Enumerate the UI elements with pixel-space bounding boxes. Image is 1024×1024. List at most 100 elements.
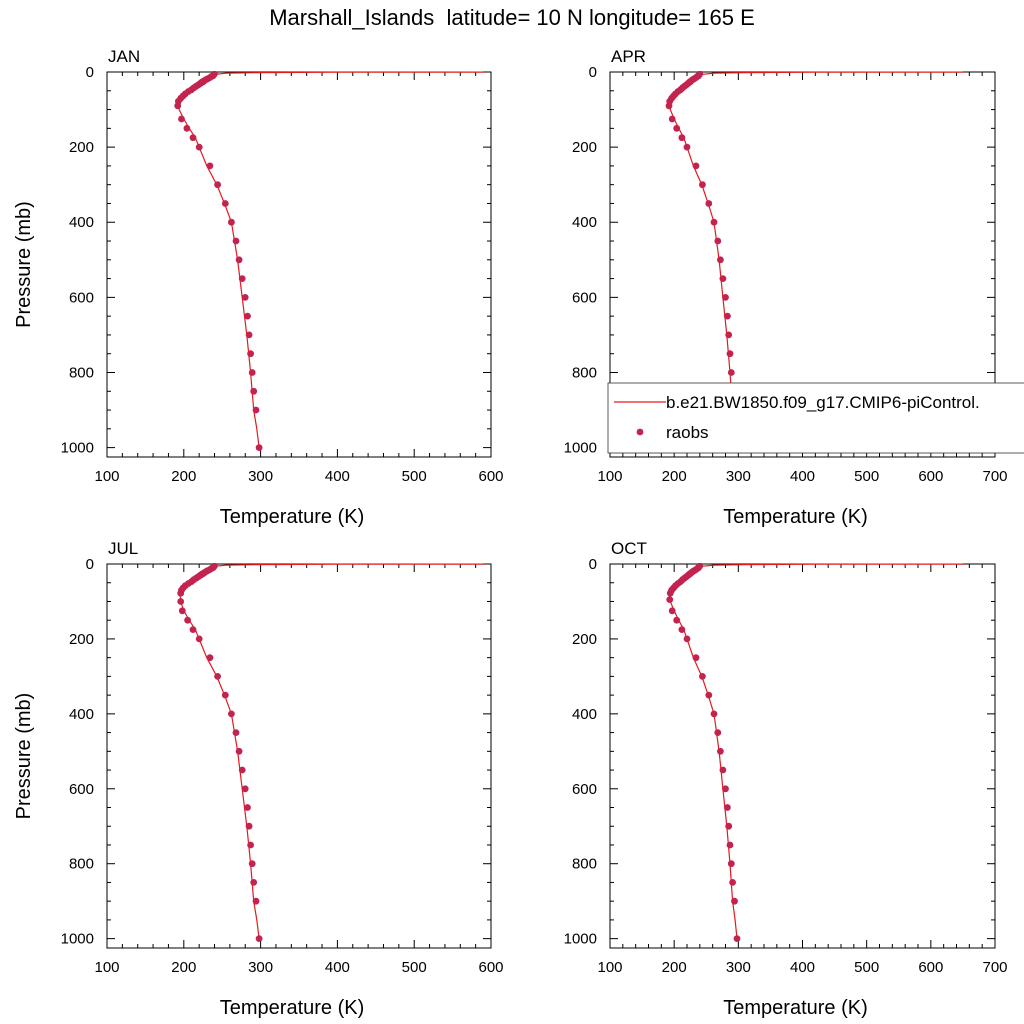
raobs-point	[232, 729, 240, 736]
x-tick-label: 600	[918, 959, 943, 976]
y-tick-label: 200	[69, 139, 94, 156]
raobs-point	[247, 350, 255, 358]
raobs-point	[692, 162, 700, 170]
raobs-point	[174, 102, 182, 110]
raobs-point	[221, 200, 229, 207]
y-tick-label: 0	[86, 64, 94, 81]
raobs-point	[221, 691, 229, 699]
raobs-point	[250, 387, 258, 395]
plot-frame	[106, 563, 492, 949]
raobs-point	[247, 841, 255, 849]
y-tick-label: 800	[69, 856, 94, 873]
raobs-point	[710, 710, 718, 718]
raobs-point	[668, 607, 676, 615]
legend-model-label: b.e21.BW1850.f09_g17.CMIP6-piControl.	[666, 393, 980, 412]
y-tick-label: 800	[69, 364, 94, 381]
x-axis-label: Temperature (K)	[723, 997, 868, 1019]
x-axis-label: Temperature (K)	[723, 506, 868, 528]
model-line	[669, 563, 963, 939]
panel-jul: 100 200 300 400 500 600 0 200 400 600 800 1000 JUL Te…	[13, 539, 504, 1019]
x-tick-label: 600	[478, 959, 503, 976]
x-tick-label: 700	[982, 468, 1007, 485]
x-tick-label: 600	[478, 468, 503, 485]
raobs-point	[705, 691, 713, 699]
x-tick-label: 100	[597, 959, 622, 976]
y-tick-label: 600	[69, 781, 94, 798]
y-tick-label: 600	[572, 781, 597, 798]
raobs-point	[719, 275, 727, 282]
raobs-point	[248, 860, 256, 868]
raobs-point	[673, 616, 681, 624]
raobs-point	[214, 181, 222, 189]
y-tick-label: 600	[69, 289, 94, 306]
plot-frame	[106, 71, 492, 458]
raobs-point	[714, 237, 722, 245]
raobs-point	[177, 598, 185, 605]
legend: b.e21.BW1850.f09_g17.CMIP6-piControl.rao…	[607, 382, 1024, 454]
panel-title: JUL	[108, 539, 138, 558]
x-tick-label: 500	[402, 468, 427, 485]
raobs-point	[177, 589, 185, 597]
x-tick-label: 300	[726, 468, 751, 485]
x-tick-label: 400	[325, 959, 350, 976]
x-tick-label: 300	[248, 959, 273, 976]
x-tick-label: 100	[597, 468, 622, 485]
plot-frame	[609, 563, 996, 949]
raobs-point	[683, 635, 691, 643]
raobs-point	[705, 200, 713, 207]
x-tick-label: 100	[94, 468, 119, 485]
data-layer	[177, 563, 484, 942]
raobs-point	[245, 822, 253, 830]
x-tick-label: 400	[790, 959, 815, 976]
panel-title: OCT	[611, 539, 647, 558]
raobs-point	[252, 897, 260, 905]
model-line	[177, 71, 484, 448]
raobs-point	[731, 897, 738, 905]
y-tick-label: 600	[572, 289, 597, 306]
y-tick-label: 400	[572, 214, 597, 231]
raobs-point	[241, 294, 249, 301]
raobs-point	[724, 804, 731, 811]
x-tick-label: 600	[918, 468, 943, 485]
raobs-point	[717, 747, 724, 755]
raobs-point	[699, 181, 706, 189]
x-tick-label: 100	[94, 959, 119, 976]
data-layer	[666, 563, 963, 942]
raobs-point	[245, 331, 253, 339]
raobs-point	[244, 804, 251, 811]
y-tick-label: 1000	[61, 440, 94, 457]
raobs-point	[214, 673, 222, 680]
raobs-point	[206, 162, 214, 170]
raobs-point	[699, 673, 706, 680]
raobs-point	[722, 785, 729, 793]
y-tick-label: 200	[572, 139, 597, 156]
raobs-point	[727, 369, 735, 376]
x-tick-label: 700	[982, 959, 1007, 976]
x-tick-label: 200	[662, 468, 687, 485]
y-tick-label: 0	[86, 556, 94, 573]
raobs-point	[733, 935, 741, 942]
y-axis-label: Pressure (mb)	[13, 201, 35, 328]
raobs-point	[725, 822, 733, 830]
raobs-point	[255, 935, 263, 942]
model-line	[179, 563, 484, 939]
x-tick-label: 500	[854, 959, 879, 976]
y-tick-label: 800	[572, 856, 597, 873]
raobs-point	[189, 134, 197, 142]
panel-title: JAN	[108, 47, 140, 66]
x-axis-label: Temperature (K)	[220, 506, 365, 528]
y-tick-label: 1000	[61, 931, 94, 948]
raobs-point	[178, 115, 185, 123]
page-title: Marshall_Islands latitude= 10 N longitud…	[269, 5, 755, 30]
raobs-point	[189, 626, 197, 633]
raobs-point	[238, 275, 246, 282]
raobs-point	[725, 331, 733, 339]
raobs-point	[665, 102, 673, 110]
y-tick-label: 200	[572, 631, 597, 648]
raobs-point	[717, 256, 724, 264]
panel-jan: 100 200 300 400 500 600 0 200 400 600 800 1000 JAN Te…	[13, 47, 504, 528]
y-tick-label: 200	[69, 631, 94, 648]
y-tick-label: 0	[589, 64, 597, 81]
raobs-point	[228, 710, 235, 718]
